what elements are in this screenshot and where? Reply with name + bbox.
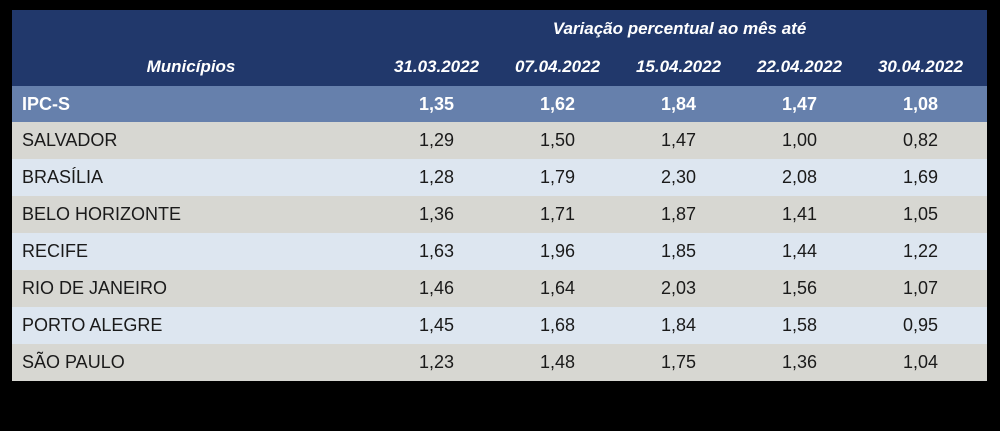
row-label: BRASÍLIA [22,167,104,187]
value-cell: 1,79 [539,167,576,187]
table-row-belo-horizonte: BELO HORIZONTE 1,36 1,71 1,87 1,41 1,05 [12,196,988,233]
value-cell: 1,07 [903,278,939,298]
row-label: RIO DE JANEIRO [22,278,168,298]
value-cell: 1,96 [539,241,576,261]
ipcs-variation-table-container: Variação percentual ao mês até Município… [12,10,988,381]
value-cell: 1,71 [539,204,576,224]
table-row-rio-de-janeiro: RIO DE JANEIRO 1,46 1,64 2,03 1,56 1,07 [12,270,988,307]
value-cell: 1,50 [539,130,576,150]
date-header: 22.04.2022 [745,48,866,86]
value-cell: 2,03 [660,278,697,298]
value-cell: 1,69 [903,167,939,187]
value-cell: 1,00 [781,130,818,150]
table-row-brasilia: BRASÍLIA 1,28 1,79 2,30 2,08 1,69 [12,159,988,196]
date-header: 31.03.2022 [382,48,503,86]
summary-row-ipcs: IPC-S 1,35 1,62 1,84 1,47 1,08 [12,86,988,122]
value-cell: 1,36 [418,204,455,224]
value-cell: 1,75 [660,352,697,372]
value-cell: 1,85 [660,241,697,261]
value-cell: 1,08 [903,93,939,114]
value-cell: 1,56 [781,278,818,298]
date-header: 30.04.2022 [866,48,988,86]
value-cell: 1,28 [418,167,455,187]
value-cell: 1,58 [781,315,818,335]
spanner-row: Variação percentual ao mês até [12,10,988,48]
value-cell: 1,84 [660,93,697,114]
value-cell: 1,35 [418,93,455,114]
value-cell: 2,30 [660,167,697,187]
spanner-title: Variação percentual ao mês até [382,10,988,48]
value-cell: 0,95 [903,315,939,335]
table-row-sao-paulo: SÃO PAULO 1,23 1,48 1,75 1,36 1,04 [12,344,988,381]
value-cell: 1,47 [660,130,697,150]
value-cell: 1,44 [781,241,818,261]
table-body: IPC-S 1,35 1,62 1,84 1,47 1,08 SALVADOR … [12,86,988,381]
value-cell: 0,82 [903,130,939,150]
value-cell: 1,41 [781,204,818,224]
table-row-porto-alegre: PORTO ALEGRE 1,45 1,68 1,84 1,58 0,95 [12,307,988,344]
row-label: RECIFE [22,241,89,261]
row-label: PORTO ALEGRE [22,315,163,335]
column-header-row: Municípios 31.03.2022 07.04.2022 15.04.2… [12,48,988,86]
value-cell: 1,63 [418,241,455,261]
row-label: IPC-S [22,93,71,114]
value-cell: 1,45 [418,315,455,335]
ipcs-variation-table: Variação percentual ao mês até Município… [12,10,988,381]
value-cell: 1,48 [539,352,576,372]
date-header: 15.04.2022 [624,48,745,86]
table-row-salvador: SALVADOR 1,29 1,50 1,47 1,00 0,82 [12,122,988,159]
value-cell: 1,84 [660,315,697,335]
row-label: SÃO PAULO [22,352,125,372]
spacer-cell [12,10,382,48]
value-cell: 1,47 [781,93,818,114]
row-label: SALVADOR [22,130,118,150]
table-header: Variação percentual ao mês até Município… [12,10,988,86]
row-label: BELO HORIZONTE [22,204,182,224]
value-cell: 1,05 [903,204,939,224]
value-cell: 1,46 [418,278,455,298]
table-row-recife: RECIFE 1,63 1,96 1,85 1,44 1,22 [12,233,988,270]
value-cell: 1,87 [660,204,697,224]
value-cell: 1,64 [539,278,576,298]
value-cell: 1,22 [903,241,939,261]
value-cell: 2,08 [781,167,818,187]
value-cell: 1,62 [539,93,576,114]
value-cell: 1,23 [418,352,455,372]
value-cell: 1,04 [903,352,939,372]
value-cell: 1,36 [781,352,818,372]
municipios-header: Municípios [12,48,382,86]
value-cell: 1,29 [418,130,455,150]
value-cell: 1,68 [539,315,576,335]
date-header: 07.04.2022 [503,48,624,86]
